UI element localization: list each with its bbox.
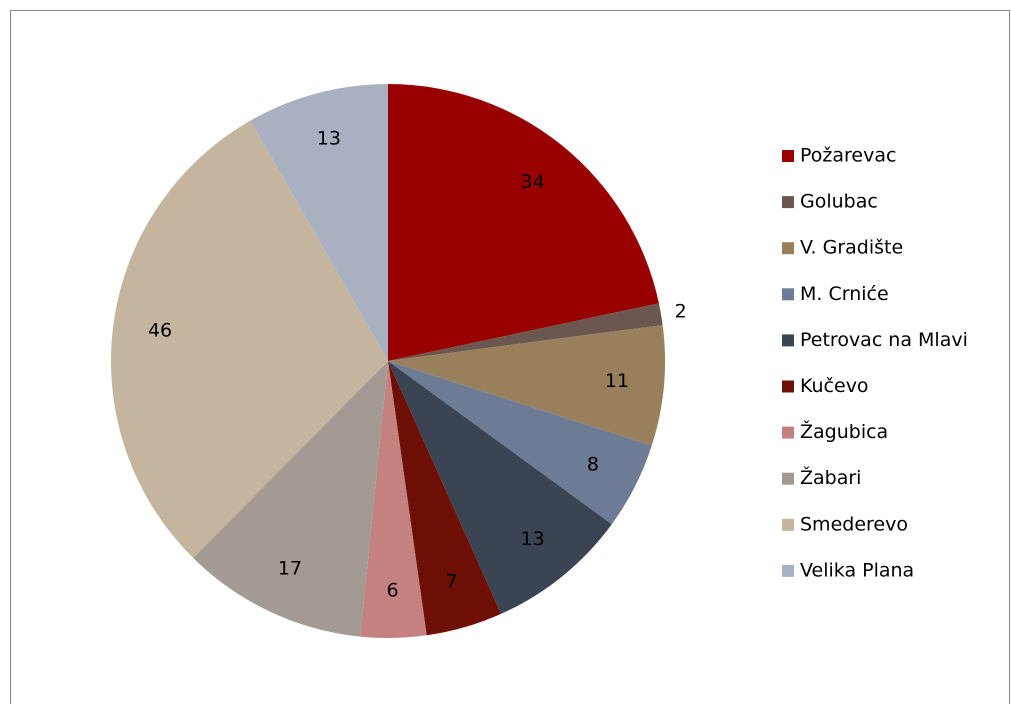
legend-label: Požarevac (800, 145, 896, 167)
legend-label: Žagubica (800, 420, 888, 443)
data-label: 46 (148, 320, 172, 342)
legend-swatch (782, 150, 794, 162)
legend-label: Petrovac na Mlavi (800, 329, 968, 351)
data-label: 7 (446, 570, 458, 592)
pie-slice (388, 325, 665, 446)
pie-slice (250, 84, 388, 361)
legend-label: Golubac (800, 191, 878, 213)
data-label: 11 (605, 370, 629, 392)
data-label: 8 (587, 454, 599, 476)
legend-label: Žabari (800, 466, 861, 489)
legend-swatch (782, 472, 794, 485)
legend-swatch (782, 380, 794, 393)
legend-swatch (782, 288, 794, 301)
legend-swatch (782, 518, 794, 531)
legend-label: Velika Plana (800, 559, 914, 581)
pie-slice (388, 361, 652, 525)
pie-slice (388, 303, 663, 361)
data-label: 34 (521, 171, 545, 193)
pie-slice (111, 120, 388, 558)
legend-label: V. Gradište (800, 237, 903, 259)
legend-swatch (782, 564, 794, 577)
pie-slice (388, 361, 612, 614)
data-label: 13 (521, 528, 545, 550)
legend-swatch (782, 334, 794, 347)
data-label: 17 (278, 557, 302, 579)
pie-slice (388, 84, 659, 361)
data-label: 13 (317, 127, 341, 149)
legend-swatch (782, 426, 794, 439)
legend-label: Smederevo (800, 513, 908, 535)
pie-slice (388, 361, 502, 636)
legend-swatch (782, 242, 794, 255)
legend-swatch (782, 196, 794, 209)
legend-label: Kučevo (800, 375, 869, 397)
pie-slice (193, 361, 388, 637)
data-label: 6 (387, 579, 399, 601)
pie-slice (360, 361, 427, 639)
legend-label: M. Crniće (800, 283, 889, 305)
chart-border (10, 10, 1010, 704)
data-label: 2 (675, 300, 687, 322)
